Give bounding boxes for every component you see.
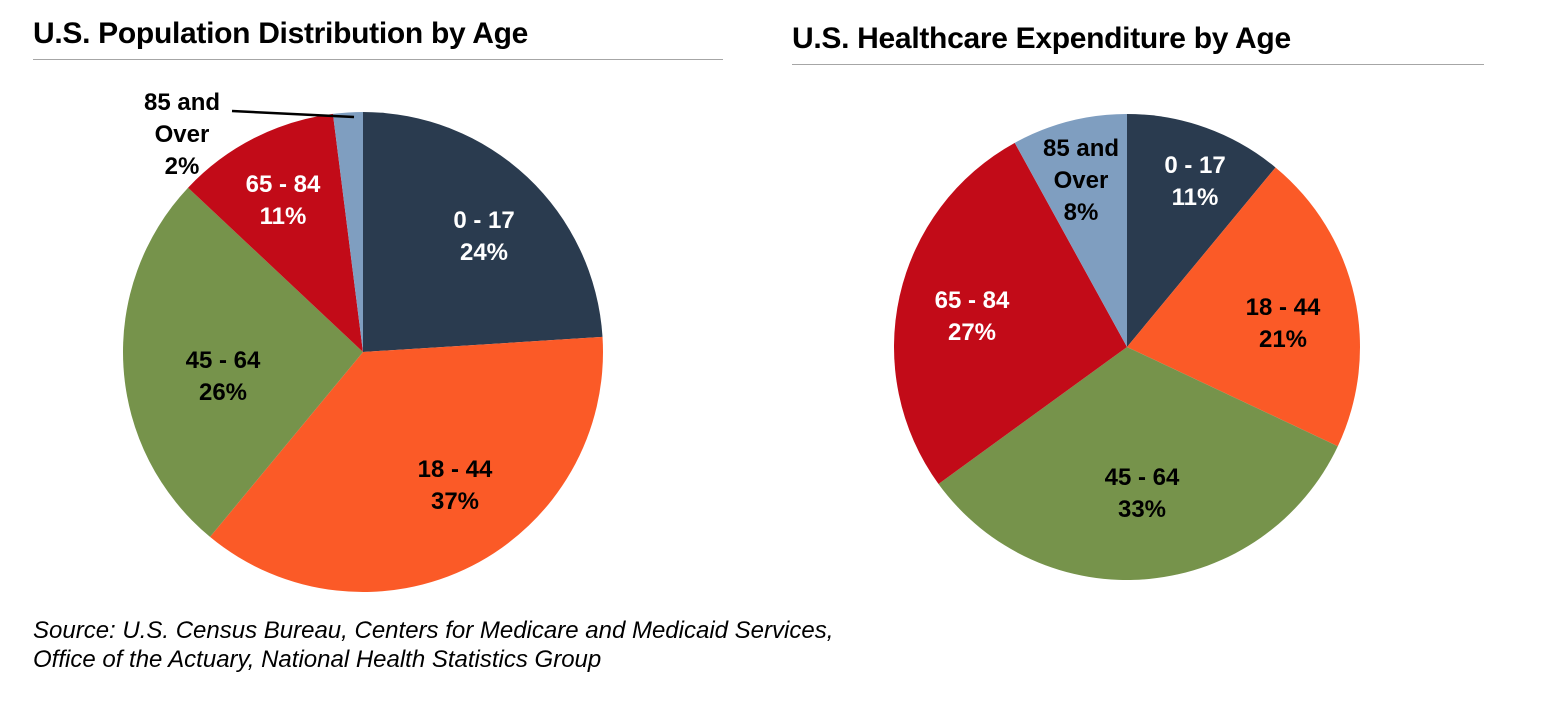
pie-slice-85-and-over: [332, 112, 363, 352]
slice-label-18---44: 18 - 44 37%: [418, 456, 493, 515]
slice-label-0---17: 0 - 17 24%: [453, 207, 514, 266]
slice-label-45---64: 45 - 64 33%: [1105, 464, 1180, 523]
pie-slice-65---84: [894, 142, 1127, 484]
slice-label-65---84: 65 - 84 27%: [935, 287, 1010, 346]
pie-slice-45---64: [938, 347, 1338, 580]
source-note: Source: U.S. Census Bureau, Centers for …: [33, 616, 833, 674]
pie-slice-0---17: [1127, 114, 1276, 347]
pie-slice-85-and-over: [1014, 114, 1127, 347]
population-chart-title: U.S. Population Distribution by Age: [33, 16, 723, 60]
source-note-line-1: Source: U.S. Census Bureau, Centers for …: [33, 617, 834, 644]
healthcare-chart-title: U.S. Healthcare Expenditure by Age: [792, 21, 1484, 65]
healthcare-pie: 0 - 17 11% 18 - 44 21% 45 - 64 33% 65 - 84 27% 8…: [894, 114, 1361, 580]
slice-label-85-and-over: 85 and Over 2%: [144, 89, 220, 180]
callout-leader-line: [231, 109, 355, 119]
pie-slice-45---64: [122, 187, 363, 537]
slice-label-85-and-over: 85 and Over 8%: [1043, 135, 1119, 226]
pie-slice-18---44: [210, 336, 603, 593]
pie-slice-0---17: [363, 112, 603, 352]
population-pie: 0 - 17 24% 18 - 44 37% 45 - 64 26% 65 - 84 11% 8…: [122, 89, 603, 593]
pie-slice-18---44: [1127, 167, 1361, 447]
slice-label-45---64: 45 - 64 26%: [186, 347, 261, 406]
pie-slice-65---84: [188, 113, 363, 352]
slice-label-65---84: 65 - 84 11%: [246, 171, 321, 230]
slice-label-0---17: 0 - 17 11%: [1164, 152, 1225, 211]
slice-label-18---44: 18 - 44 21%: [1246, 294, 1321, 353]
source-note-line-2: Office of the Actuary, National Health S…: [33, 646, 602, 673]
